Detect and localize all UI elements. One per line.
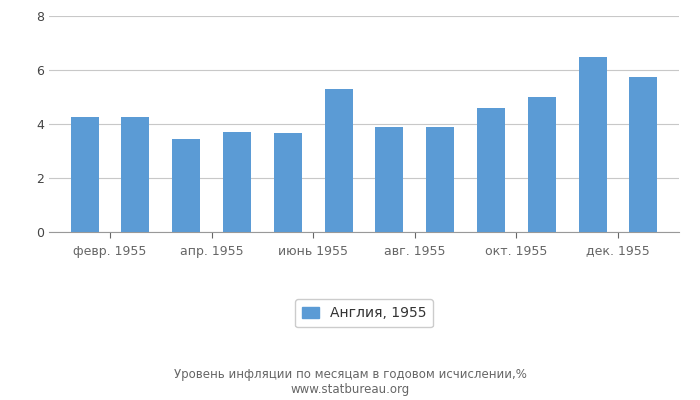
Bar: [426, 127, 454, 232]
Text: www.statbureau.org: www.statbureau.org: [290, 383, 410, 396]
Bar: [629, 77, 657, 232]
Bar: [528, 97, 556, 232]
Bar: [477, 108, 505, 232]
Bar: [579, 56, 607, 232]
Bar: [325, 89, 353, 232]
Bar: [223, 132, 251, 232]
Text: Уровень инфляции по месяцам в годовом исчислении,%: Уровень инфляции по месяцам в годовом ис…: [174, 368, 526, 381]
Bar: [375, 127, 403, 232]
Bar: [172, 139, 200, 232]
Legend: Англия, 1955: Англия, 1955: [295, 300, 433, 327]
Bar: [274, 134, 302, 232]
Bar: [121, 117, 149, 232]
Bar: [71, 117, 99, 232]
